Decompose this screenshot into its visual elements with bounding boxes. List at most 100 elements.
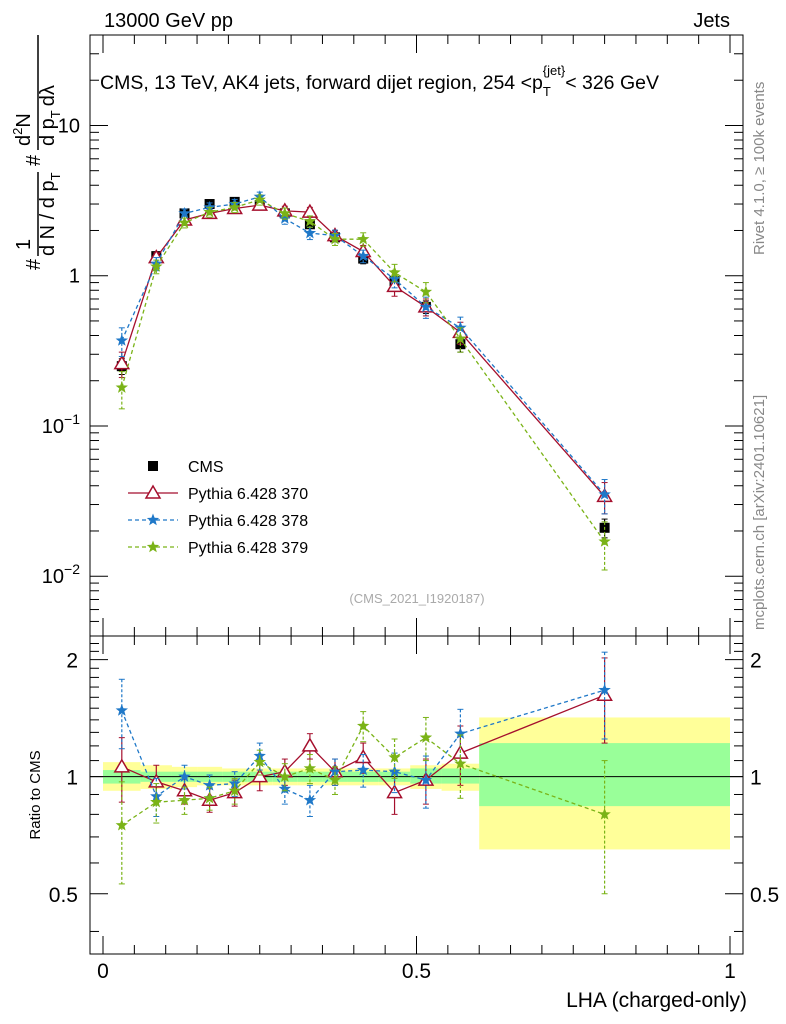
- ratio-series-group: [113, 651, 613, 895]
- title-sub: T: [543, 84, 551, 99]
- x-tick-label: 0.5: [402, 960, 431, 983]
- ratio-y-tick-label-right: 0.5: [750, 884, 779, 907]
- data-point: [357, 763, 370, 776]
- data-point: [115, 704, 128, 716]
- legend-marker: [148, 461, 158, 471]
- svg-text:1: 1: [13, 239, 35, 250]
- data-point: [388, 266, 401, 278]
- main-axis-ticks: 10−2 10−1 1 10: [42, 34, 743, 637]
- data-point: [115, 334, 128, 346]
- data-point: [454, 727, 467, 739]
- data-point: [278, 782, 291, 795]
- data-point: [150, 260, 163, 272]
- data-point: [357, 232, 370, 245]
- data-point: [228, 777, 241, 789]
- legend-marker: [146, 513, 160, 526]
- data-point: [150, 795, 163, 808]
- data-point: [454, 321, 467, 334]
- data-point: [228, 200, 241, 213]
- svg-text:d pTdλ: d pTdλ: [37, 85, 63, 146]
- data-point: [303, 761, 317, 774]
- svg-text:#: #: [23, 258, 45, 270]
- x-tick-label: 0: [97, 960, 109, 983]
- header-left: 13000 GeV pp: [104, 10, 233, 32]
- svg-text:d N / d pT: d N / d pT: [37, 172, 63, 256]
- ratio-y-axis-label: Ratio to CMS: [27, 750, 44, 839]
- svg-text:#: #: [23, 154, 45, 166]
- data-point: [357, 249, 370, 262]
- legend-label: Pythia 6.428 378: [188, 513, 308, 530]
- data-point: [203, 778, 216, 791]
- ratio-y-tick-label-left: 2: [66, 650, 78, 673]
- data-point: [328, 765, 342, 777]
- data-point: [598, 488, 611, 500]
- data-point: [598, 535, 611, 547]
- main-y-tick-label: 1: [69, 266, 80, 288]
- data-point: [113, 355, 131, 370]
- main-y-tick-label: 10−2: [42, 561, 80, 588]
- legend: CMS Pythia 6.428 370 Pythia 6.428 378 Pythi…: [128, 459, 308, 557]
- series-line-pythia-6-428-379: [121, 724, 605, 826]
- data-point: [303, 226, 317, 239]
- data-point: [301, 737, 319, 752]
- data-point: [386, 277, 403, 293]
- data-point: [598, 683, 611, 696]
- legend-label: Pythia 6.428 379: [188, 540, 308, 557]
- rivet-version-label: Rivet 4.1.0, ≥ 100k events: [751, 82, 768, 255]
- x-axis-label: LHA (charged-only): [566, 989, 747, 1012]
- data-point: [388, 751, 401, 763]
- legend-label: Pythia 6.428 370: [188, 486, 308, 503]
- data-point: [386, 784, 403, 799]
- data-point: [328, 232, 342, 245]
- data-point: [203, 791, 216, 804]
- data-point: [178, 770, 191, 782]
- data-point: [178, 793, 191, 806]
- data-point: [419, 285, 433, 298]
- legend-label: CMS: [188, 459, 224, 476]
- data-point: [419, 300, 433, 313]
- header-right: Jets: [693, 10, 730, 32]
- series-pythia-6-428-379: [115, 711, 611, 895]
- series-line-pythia-6-428-378: [121, 196, 606, 495]
- data-point: [328, 773, 342, 786]
- data-point: [251, 768, 269, 783]
- data-point: [178, 216, 191, 229]
- analysis-watermark: (CMS_2021_I1920187): [349, 591, 484, 606]
- legend-entry-pythia-6-428-379: Pythia 6.428 379: [128, 540, 308, 557]
- data-point: [253, 193, 266, 206]
- main-series-group: [113, 190, 613, 571]
- title-sup: {jet}: [543, 63, 566, 78]
- data-point: [454, 332, 467, 345]
- data-point: [303, 793, 317, 806]
- svg-text:d2N: d2N: [10, 113, 35, 146]
- data-point: [278, 206, 291, 219]
- data-point: [253, 755, 266, 768]
- data-point: [115, 381, 128, 393]
- main-y-axis-label: # 1 d N / d pT # d2N d pTdλ: [10, 35, 63, 270]
- legend-marker: [146, 540, 160, 553]
- chart-title: CMS, 13 TeV, AK4 jets, forward dijet reg…: [100, 63, 659, 99]
- title-main: CMS, 13 TeV, AK4 jets, forward dijet reg…: [100, 72, 543, 94]
- main-y-tick-label: 10−1: [42, 411, 80, 438]
- data-point: [598, 807, 611, 820]
- legend-entry-cms: CMS: [148, 459, 224, 476]
- data-point: [357, 719, 370, 732]
- data-point: [388, 272, 401, 285]
- ratio-y-tick-label-left: 1: [66, 767, 78, 790]
- ratio-y-tick-label-right: 1: [750, 767, 762, 790]
- data-point: [303, 214, 317, 227]
- data-point: [454, 757, 467, 769]
- data-point: [304, 219, 315, 230]
- legend-marker: [144, 484, 162, 499]
- data-point: [203, 205, 216, 218]
- ratio-axis-ticks: 0.5 0.5 1 1 2 2 0 0.5 1: [49, 636, 779, 983]
- title-tail: < 326 GeV: [565, 72, 659, 94]
- data-point: [113, 758, 131, 773]
- mcplots-label: mcplots.cern.ch [arXiv:2401.10621]: [751, 395, 768, 630]
- data-point: [228, 784, 241, 796]
- data-point: [115, 818, 128, 831]
- main-y-tick-label: 10: [58, 115, 80, 137]
- legend-entry-pythia-6-428-370: Pythia 6.428 370: [128, 484, 308, 503]
- data-point: [419, 773, 433, 786]
